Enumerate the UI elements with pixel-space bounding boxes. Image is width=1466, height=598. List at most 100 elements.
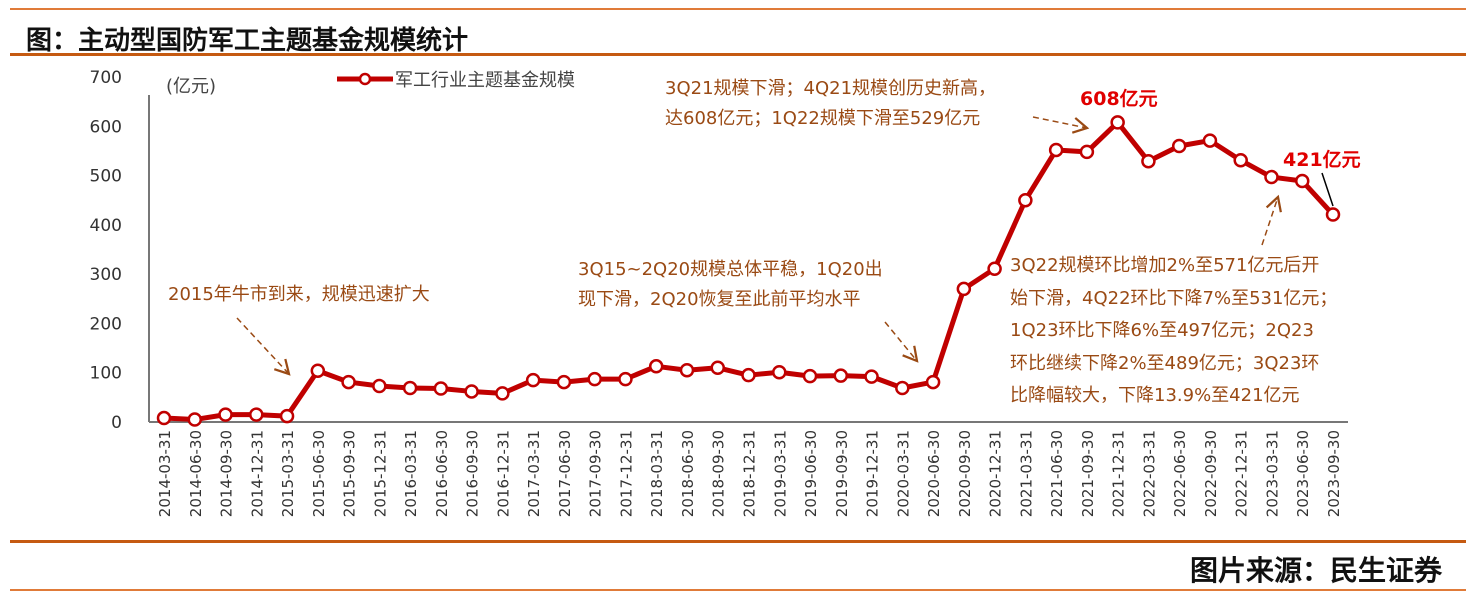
annotation-line: 环比继续下降2%至489亿元；3Q23环 [1010,352,1320,374]
data-point [772,364,787,380]
peak-label: 608亿元 [1080,88,1158,110]
line-chart: 0 100 200 300 400 500 600 700 2014-03-31 2014-06-… [90,68,1348,517]
x-tick-label: 2021-06-30 [1048,430,1066,517]
y-tick-label: 100 [90,364,122,384]
data-point [1325,207,1341,222]
x-tick-label: 2016-03-31 [402,430,420,517]
data-point [710,360,725,376]
x-tick-label: 2023-09-30 [1325,430,1343,517]
x-tick-label: 2022-12-31 [1233,430,1251,517]
y-tick-label: 500 [90,167,122,187]
data-point [156,410,172,426]
y-tick-label: 300 [90,265,122,285]
data-point [648,359,664,374]
x-tick-label: 2021-12-31 [1110,430,1128,517]
x-tick-label: 2023-06-30 [1294,430,1312,517]
x-tick-label: 2018-06-30 [679,430,697,517]
data-point [525,372,541,388]
x-tick-label: 2017-03-31 [525,430,543,517]
data-point [341,374,356,390]
data-point [187,412,203,427]
x-tick-label: 2020-06-30 [925,430,943,517]
latest-label-leader [1321,172,1334,207]
legend-label: 军工行业主题基金规模 [395,70,575,91]
x-tick-label: 2015-06-30 [310,430,328,517]
annotation-line: 2015年牛市到来，规模迅速扩大 [168,284,430,305]
x-tick-label: 2022-03-31 [1140,430,1158,517]
x-tick-label: 2014-09-30 [218,430,236,517]
data-point [218,407,233,422]
data-point [249,407,264,422]
data-point [956,281,972,297]
y-tick-label: 400 [90,216,122,236]
x-tick-label: 2019-03-31 [771,430,789,517]
x-tick-label: 2019-12-31 [864,430,882,517]
x-tick-label: 2015-12-31 [371,430,389,517]
footer-rule [10,589,1466,591]
data-point [833,368,849,383]
x-tick-label: 2019-06-30 [802,430,820,517]
data-point [464,384,479,399]
x-tick-label: 2023-03-31 [1263,430,1281,517]
data-point [864,369,879,384]
annotation-line: 始下滑，4Q22环比下降7%至531亿元； [1010,287,1338,309]
legend-marker-icon [337,72,393,86]
title-rule [10,53,1466,56]
annotation-line: 达608亿元；1Q22规模下滑至529亿元 [665,108,981,129]
data-point [1018,192,1033,208]
x-tick-label: 2016-06-30 [433,430,451,517]
x-tick-label: 2014-12-31 [248,430,266,517]
data-point [618,371,633,387]
x-tick-label: 2018-09-30 [710,430,728,517]
data-point [1233,153,1248,168]
figure-title: 图：主动型国防军工主题基金规模统计 [26,26,469,56]
x-tick-label: 2020-12-31 [987,430,1005,517]
legend: 军工行业主题基金规模 [335,66,575,92]
x-tick-label: 2017-09-30 [587,430,605,517]
data-point [679,363,695,378]
x-tick-label: 2015-03-31 [279,430,297,517]
annotation-line: 现下滑，2Q20恢复至此前平均水平 [578,289,861,310]
data-point [587,371,602,387]
data-point [802,368,818,384]
data-point [1202,133,1218,148]
annotation-line: 3Q21规模下滑；4Q21规模创历史新高， [665,78,997,99]
data-point [495,386,510,401]
top-rule [10,8,1466,10]
source-note: 图片来源：民生证券 [1189,554,1442,587]
annotation-arrow [1032,116,1090,134]
x-tick-label: 2014-03-31 [156,430,174,517]
annotation-arrow [884,321,919,363]
data-point [1079,144,1095,160]
x-tick-label: 2021-09-30 [1079,430,1097,517]
x-tick-label: 2016-12-31 [494,430,512,517]
data-point [310,363,326,378]
latest-label: 421亿元 [1283,149,1361,171]
x-tick-label: 2015-09-30 [341,430,359,517]
y-tick-label: 200 [90,314,122,334]
annotation-line: 3Q22规模环比增加2%至571亿元后开 [1010,255,1320,276]
y-tick-label: 600 [90,117,122,137]
annotation-2022-2023: 3Q22规模环比增加2%至571亿元后开 始下滑，4Q22环比下降7%至531亿… [1010,250,1337,413]
data-point [1048,142,1064,158]
data-point [372,378,387,394]
annotation-arrow [1261,194,1282,246]
x-tick-label: 2018-03-31 [648,430,666,517]
x-tick-label: 2020-03-31 [894,430,912,517]
y-axis-unit: (亿元) [166,76,217,97]
data-point [1294,173,1310,189]
x-tick-label: 2017-12-31 [617,430,635,517]
x-tick-label: 2017-06-30 [556,430,574,517]
data-point [556,374,572,390]
x-tick-label: 2018-12-31 [741,430,759,517]
data-point [741,367,756,383]
data-point [987,261,1002,276]
annotation-2021: 3Q21规模下滑；4Q21规模创历史新高， 达608亿元；1Q22规模下滑至529… [665,74,996,134]
data-point [279,408,295,424]
y-tick-label: 700 [90,68,122,88]
annotation-line: 3Q15~2Q20规模总体平稳，1Q20出 [578,259,883,280]
annotation-line: 1Q23环比下降6%至497亿元；2Q23 [1010,320,1314,341]
x-tick-label: 2022-09-30 [1202,430,1220,517]
x-tick-label: 2016-09-30 [464,430,482,517]
x-tick-label: 2014-06-30 [187,430,205,517]
